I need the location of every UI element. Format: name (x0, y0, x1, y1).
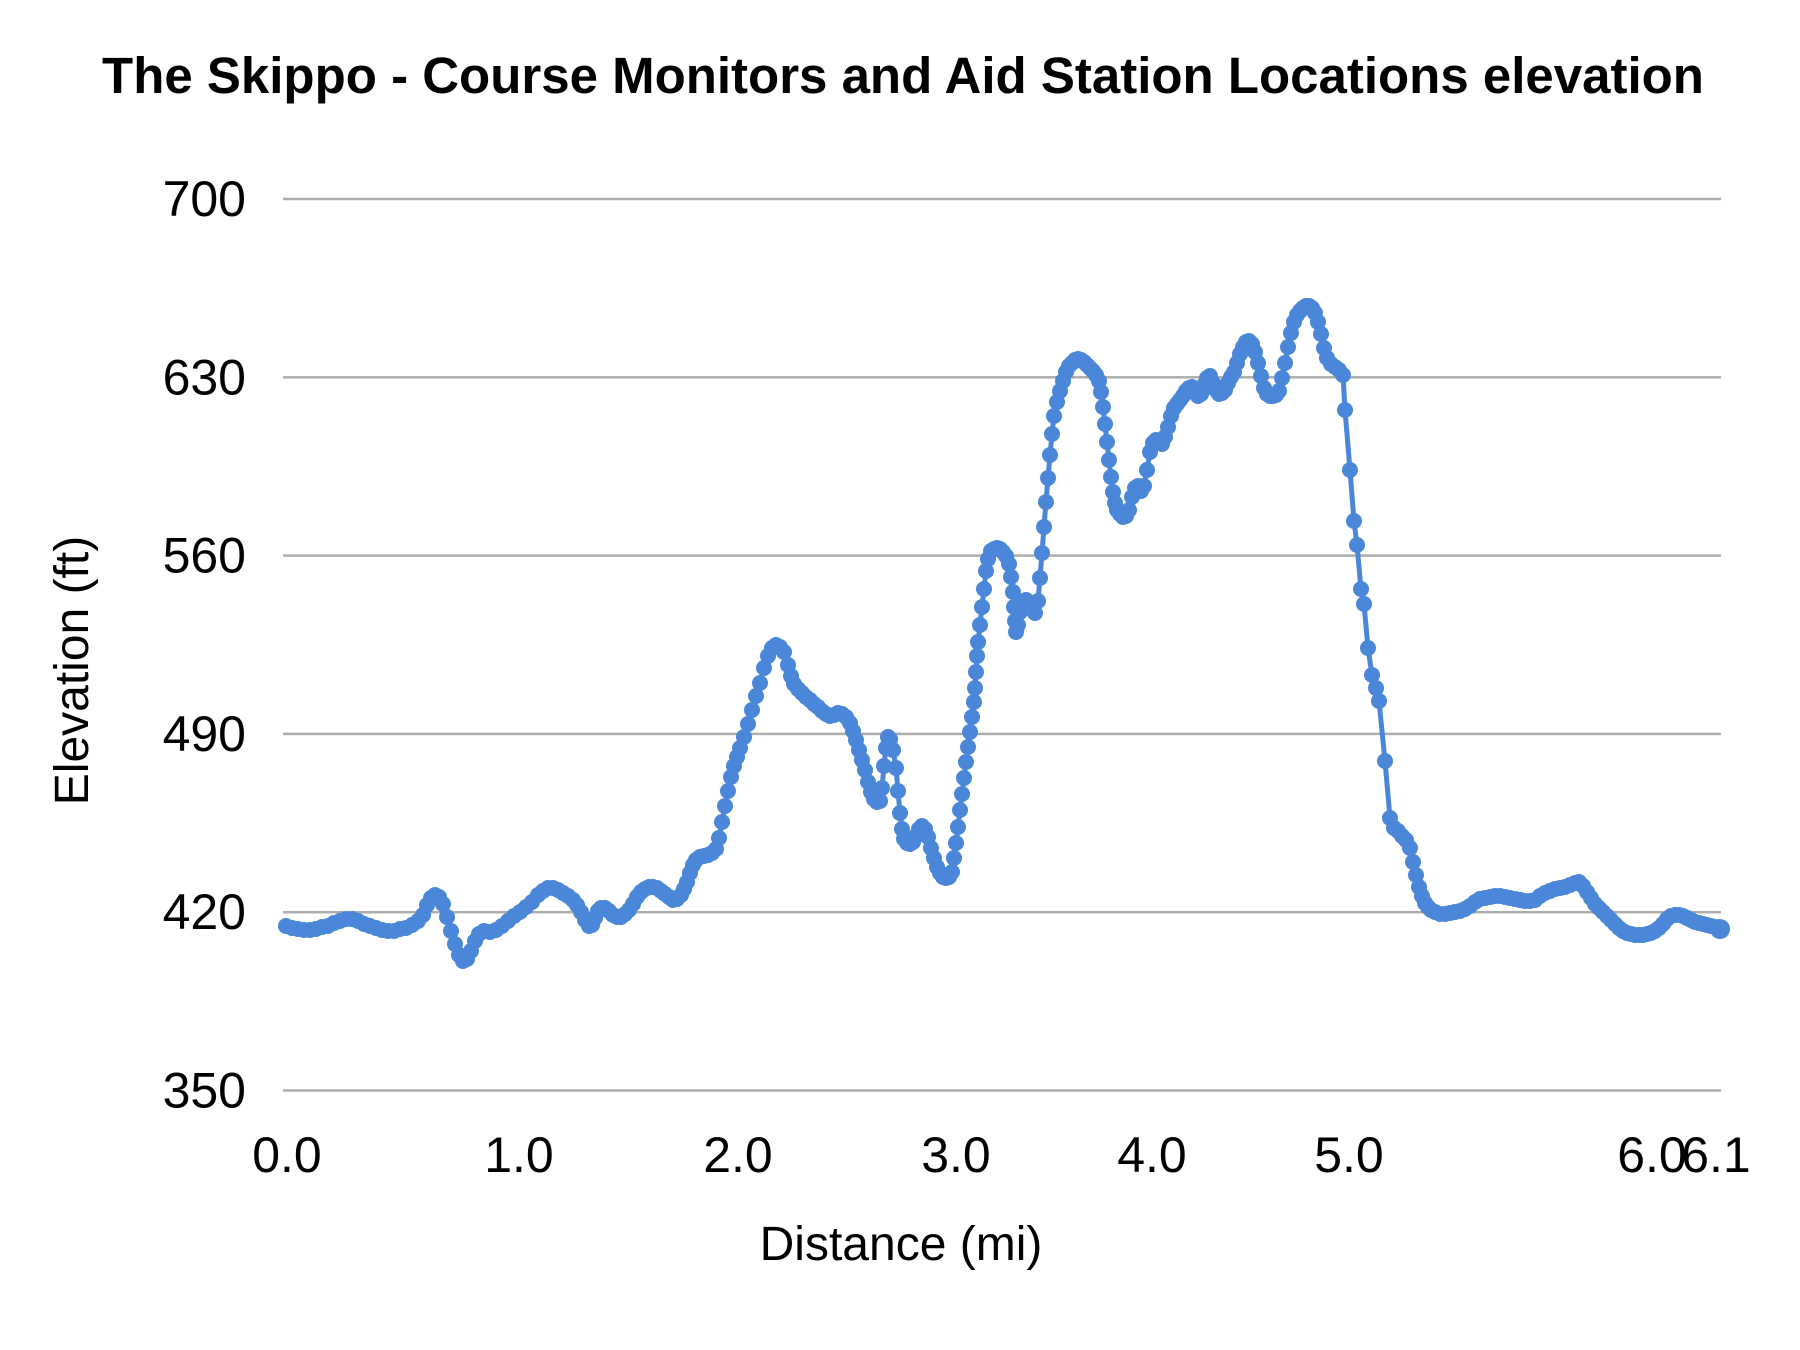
svg-text:0.0: 0.0 (252, 1127, 322, 1183)
svg-text:2.0: 2.0 (703, 1127, 773, 1183)
svg-text:The Skippo - Course Monitors a: The Skippo - Course Monitors and Aid Sta… (102, 47, 1704, 104)
svg-text:700: 700 (163, 171, 246, 227)
svg-text:Elevation (ft): Elevation (ft) (46, 536, 99, 805)
svg-text:490: 490 (163, 706, 246, 762)
svg-text:1.0: 1.0 (484, 1127, 554, 1183)
svg-text:3.0: 3.0 (921, 1127, 991, 1183)
svg-text:6.1: 6.1 (1681, 1127, 1751, 1183)
svg-text:6.0: 6.0 (1617, 1127, 1687, 1183)
svg-text:350: 350 (163, 1063, 246, 1119)
svg-text:630: 630 (163, 349, 246, 405)
svg-text:420: 420 (163, 884, 246, 940)
svg-text:5.0: 5.0 (1314, 1127, 1384, 1183)
svg-text:Distance (mi): Distance (mi) (760, 1218, 1043, 1271)
svg-text:4.0: 4.0 (1117, 1127, 1187, 1183)
svg-text:560: 560 (163, 528, 246, 584)
